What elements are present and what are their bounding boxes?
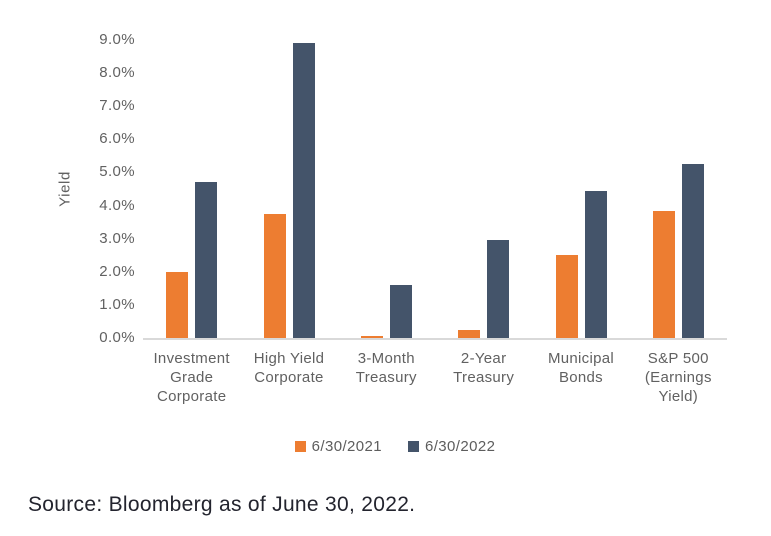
legend-marker-swatch [294,441,306,452]
x-tick-label: S&P 500 (Earnings Yield) [644,350,712,405]
y-tick-label: 3.0% [99,229,135,247]
bar [584,190,607,338]
bar [292,43,315,338]
bar [389,285,412,338]
x-axis-line [143,338,727,340]
bar [555,255,578,338]
bar [487,240,510,338]
y-tick-label: 9.0% [99,31,135,48]
bar [166,271,189,338]
y-tick-label: 8.0% [99,64,135,82]
bar [458,329,481,338]
y-tick-label: 2.0% [99,262,135,280]
bar [652,210,675,338]
legend: 6/30/2021 6/30/2022 [0,438,771,455]
y-tick-label: 7.0% [99,97,135,115]
bar [681,164,704,338]
bar [263,213,286,338]
plot-area [143,40,727,340]
x-tick-label: 2-Year Treasury [453,350,515,386]
x-tick-label: 3-Month Treasury [355,350,417,386]
bar [360,336,383,338]
y-tick-label: 5.0% [99,163,135,181]
bar [195,182,218,338]
x-tick-label: High Yield Corporate [253,350,325,386]
y-tick-label: 4.0% [99,196,135,214]
legend-item: 6/30/2021 [294,438,382,455]
y-tick-label: 6.0% [99,130,135,148]
legend-item: 6/30/2022 [408,438,495,455]
y-axis-ticks: 0.0% 1.0% 2.0% 3.0% 4.0% 5.0% 6.0% 7.0% 8.0% 9.0% [58,31,135,346]
legend-label: 6/30/2021 [311,438,382,455]
x-tick-label: Municipal Bonds [547,350,614,386]
x-tick-label: Investment Grade Corporate [153,350,230,405]
y-tick-label: 0.0% [99,329,135,346]
source-note: Source: Bloomberg as of June 30, 2022. [28,493,416,516]
x-axis-labels: Investment Grade Corporate High Yield Cor… [143,349,727,406]
y-tick-label: 1.0% [99,295,135,313]
legend-label: 6/30/2022 [425,438,496,455]
legend-marker-swatch [408,441,419,452]
